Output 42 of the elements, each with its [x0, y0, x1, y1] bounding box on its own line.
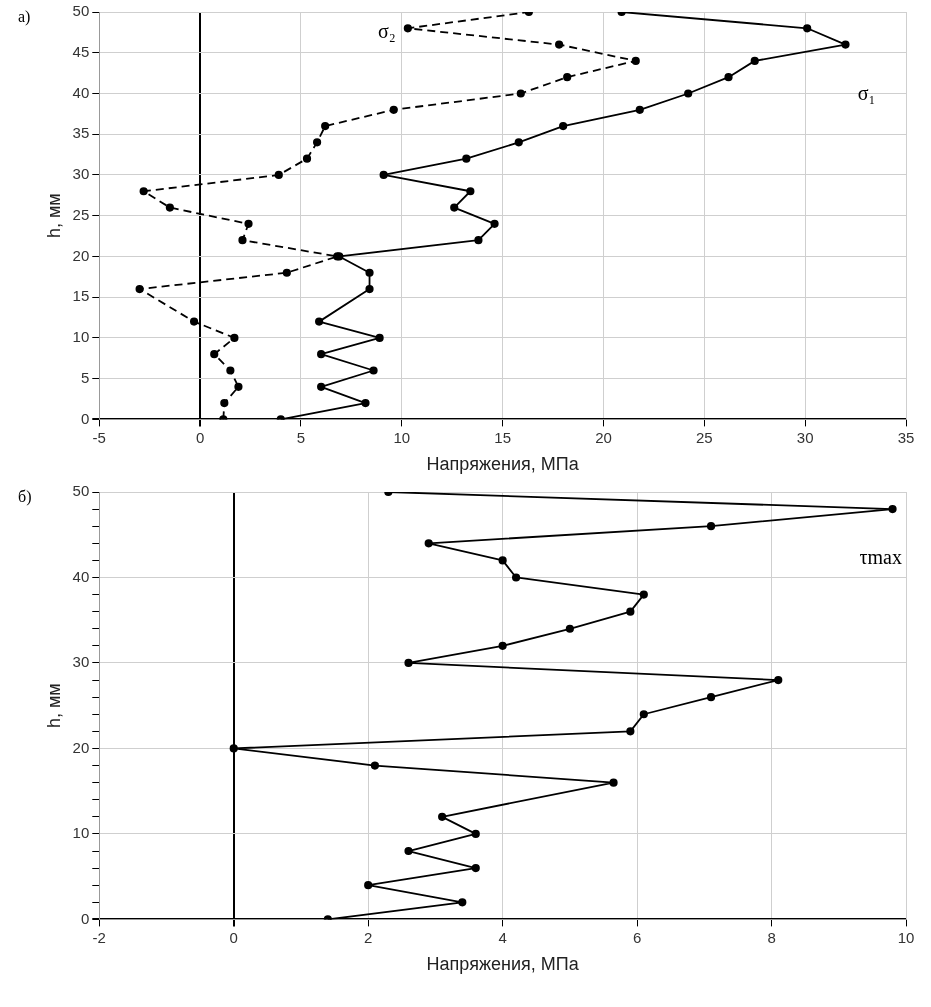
series-label: σ₁	[857, 81, 876, 104]
y-tick-label: 25	[72, 205, 90, 223]
x-axis-title: Напряжения, МПа	[426, 954, 580, 975]
y-tick-label: 10	[72, 824, 90, 842]
x-tick-label: 0	[195, 428, 205, 446]
x-tick-label: 20	[595, 428, 612, 446]
y-tick-label: 35	[72, 124, 90, 142]
y-tick-label: 0	[80, 409, 90, 427]
x-tick-label: 30	[796, 428, 814, 446]
y-tick-label: 45	[72, 42, 90, 60]
x-tick-label: 4	[498, 928, 507, 946]
x-tick-label: 10	[393, 428, 411, 446]
x-tick-label: -5	[92, 428, 106, 446]
x-tick-label: 6	[632, 928, 642, 946]
x-axis-title: Напряжения, МПа	[426, 454, 580, 475]
series-label: σ₂	[378, 19, 396, 42]
x-tick-label: 15	[494, 428, 511, 446]
y-tick-label: 50	[72, 482, 90, 500]
y-axis-title: h, мм	[43, 193, 64, 239]
y-tick-label: 40	[72, 567, 90, 585]
y-axis-title: h, мм	[43, 683, 64, 729]
x-tick-label: 8	[767, 928, 776, 946]
y-tick-label: 15	[72, 287, 90, 305]
x-tick-label: 10	[897, 928, 915, 946]
y-tick-label: 50	[72, 2, 90, 20]
y-tick-label: 5	[80, 368, 90, 386]
x-tick-label: 25	[695, 428, 713, 446]
x-tick-label: 35	[897, 428, 915, 446]
y-tick-label: 0	[80, 909, 90, 927]
series-label: τmax	[859, 546, 902, 569]
x-tick-label: 5	[296, 428, 306, 446]
x-tick-label: 0	[229, 928, 238, 946]
y-tick-label: 40	[72, 83, 90, 101]
y-tick-label: 30	[72, 653, 90, 671]
x-tick-label: -2	[92, 928, 106, 946]
text: б)	[18, 488, 32, 506]
y-tick-label: 30	[72, 165, 90, 183]
x-tick-label: 2	[364, 928, 373, 946]
y-tick-label: 20	[72, 738, 90, 756]
y-tick-label: 20	[72, 246, 90, 264]
y-tick-label: 10	[72, 328, 90, 346]
text: а)	[18, 8, 31, 26]
